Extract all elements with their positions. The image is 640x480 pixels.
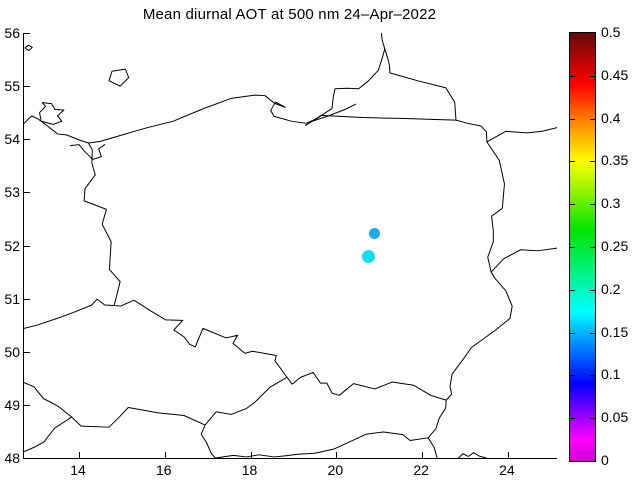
y-tick-mark [24, 351, 30, 353]
colorbar-tick-label: 0.4 [601, 109, 621, 126]
colorbar-tick-mark [570, 75, 575, 77]
x-tick-label: 22 [413, 462, 429, 478]
x-tick-label: 18 [241, 462, 258, 478]
vistula-lagoon-shore [311, 104, 356, 122]
czech-germany-border-north [24, 299, 114, 328]
aot-data-point [368, 228, 380, 240]
y-tick-mark [24, 192, 30, 194]
y-tick-label: 52 [4, 237, 20, 254]
colorbar-tick-label: 0.25 [601, 238, 629, 254]
y-tick-label: 56 [4, 25, 20, 41]
colorbar-tick-mark [570, 375, 575, 377]
colorbar-tick-mark [590, 204, 595, 206]
colorbar-tick-label: 0.5 [601, 24, 621, 40]
colorbar-tick-mark [590, 161, 595, 163]
colorbar-tick-mark [590, 118, 595, 120]
x-tick-label: 14 [70, 462, 86, 478]
ukraine-hungary-border [428, 438, 437, 458]
colorbar-tick-mark [590, 75, 595, 77]
colorbar-tick-mark [570, 204, 575, 206]
colorbar-tick-mark [570, 418, 575, 420]
x-tick-mark [336, 452, 338, 458]
y-tick-label: 48 [4, 450, 20, 466]
y-tick-label: 55 [4, 78, 20, 95]
x-tick-label: 24 [499, 462, 515, 478]
plot-title: Mean diurnal AOT at 500 nm 24–Apr–2022 [142, 6, 437, 23]
map-outline [24, 33, 557, 458]
y-tick-mark [24, 245, 30, 247]
x-tick-mark [422, 452, 424, 458]
y-tick-mark [24, 33, 30, 34]
ruegen-island [40, 103, 64, 125]
colorbar-tick-label: 0.3 [601, 195, 621, 212]
bornholm-island [109, 69, 129, 86]
russia-lithuania-border [390, 73, 456, 120]
colorbar-tick-label: 0.35 [601, 152, 629, 169]
germany-austria-border [24, 417, 72, 452]
colorbar-tick-label: 0 [601, 452, 609, 468]
curonian-lagoon-shore [385, 49, 390, 73]
y-tick-label: 53 [4, 184, 20, 201]
y-tick-mark [24, 404, 30, 406]
slovakia-austria-border [201, 425, 215, 458]
poland-border [84, 95, 512, 400]
colorbar-tick-label: 0.15 [601, 323, 629, 340]
x-tick-mark [507, 452, 509, 458]
x-tick-mark [164, 452, 166, 458]
aot-data-point [361, 250, 375, 264]
colorbar-tick-mark [590, 375, 595, 377]
y-tick-label: 51 [4, 290, 20, 307]
map-axes [23, 33, 557, 459]
y-tick-mark [24, 458, 30, 459]
ukraine-slovakia-border [428, 400, 446, 438]
x-tick-label: 16 [155, 462, 172, 478]
czech-germany-border-south [24, 383, 72, 418]
colorbar-tick-mark [570, 247, 575, 248]
szczecin-lagoon-coast [70, 145, 104, 160]
belarus-ukraine-border [491, 248, 557, 272]
czech-slovakia-border [205, 377, 287, 425]
colorbar-tick-mark [590, 332, 595, 334]
y-tick-mark [24, 139, 30, 141]
kaliningrad-lithuania-coast [305, 33, 384, 125]
colorbar-tick-mark [570, 332, 575, 334]
czech-austria-border [72, 408, 205, 428]
colorbar-tick-mark [590, 418, 595, 420]
colorbar-tick-mark [570, 161, 575, 163]
colorbar-tick-label: 0.1 [601, 366, 621, 383]
x-tick-mark [250, 452, 252, 458]
colorbar-tick-mark [570, 118, 575, 120]
y-tick-label: 54 [4, 131, 20, 148]
colorbar-tick-label: 0.45 [601, 66, 629, 83]
x-tick-mark [78, 452, 80, 458]
x-tick-label: 20 [327, 462, 344, 478]
slovakia-hungary-border [215, 432, 428, 458]
y-tick-mark [24, 298, 30, 300]
colorbar-tick-mark [590, 289, 595, 291]
colorbar-tick-mark [570, 289, 575, 291]
colorbar-tick-label: 0.05 [601, 409, 629, 426]
colorbar-tick-label: 0.2 [601, 280, 621, 297]
colorbar-tick-mark [590, 247, 595, 248]
y-tick-label: 49 [4, 396, 20, 413]
y-tick-label: 50 [4, 343, 20, 360]
lithuania-belarus-border [487, 128, 557, 142]
danish-island [25, 45, 32, 50]
germany-coastline [24, 116, 88, 143]
y-tick-mark [24, 86, 30, 88]
ukraine-romania-border [459, 453, 487, 458]
colorbar [569, 32, 596, 462]
